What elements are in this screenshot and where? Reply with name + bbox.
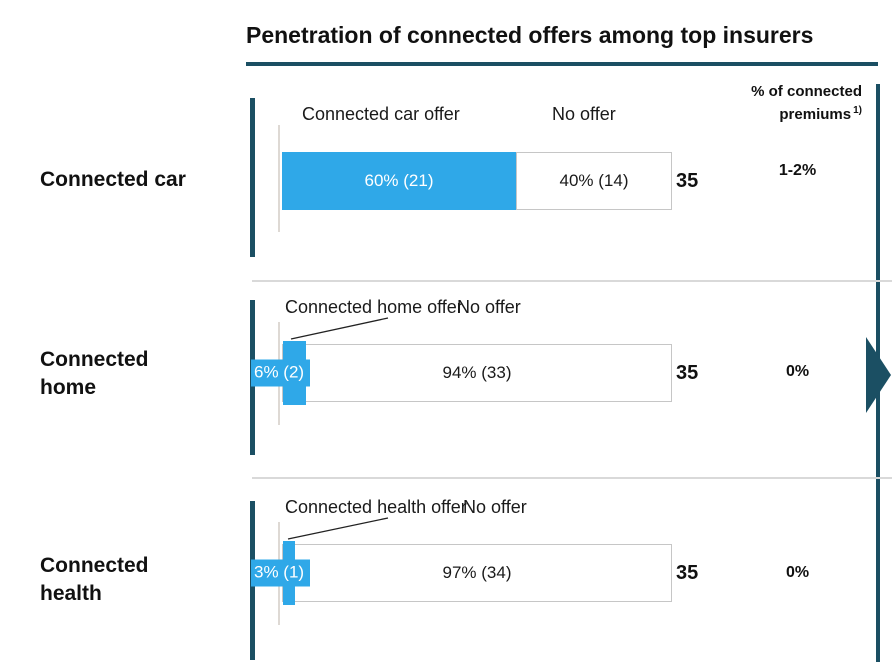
- premiums-header-line2: premiums: [779, 106, 852, 123]
- section-accent-bar-car: [250, 98, 255, 257]
- row-total-home: 35: [676, 362, 699, 384]
- premium-value-home: 0%: [785, 363, 810, 380]
- legend-no-offer-home: No offer: [457, 297, 521, 317]
- legend-connected-car-offer: Connected car offer: [302, 104, 460, 124]
- premium-value-car: 1-2%: [778, 162, 817, 179]
- bar-baseline-car: [278, 125, 280, 232]
- premium-value-health: 0%: [785, 564, 810, 581]
- legend-no-offer-car: No offer: [552, 104, 616, 124]
- bar-segment-offer-health-label: 3% (1): [251, 559, 311, 587]
- section-separator: [252, 280, 892, 282]
- legend-no-offer-health: No offer: [463, 497, 527, 517]
- bar-connected-home: 94% (33) 6% (2): [251, 341, 672, 405]
- row-total-car: 35: [676, 170, 699, 192]
- right-arrow-marker: [866, 337, 891, 413]
- row-total-health: 35: [676, 562, 699, 584]
- bar-segment-no-offer-health-label: 97% (34): [442, 563, 512, 582]
- row-label-connected-home: Connected home: [40, 348, 149, 399]
- premiums-column-header: % of connected premiums 1): [688, 82, 862, 124]
- row-label-connected-health: Connected health: [40, 554, 149, 605]
- bar-segment-no-offer-car: 40% (14): [516, 152, 672, 210]
- callout-line-health: [287, 517, 389, 540]
- bar-segment-offer-car-label: 60% (21): [364, 171, 434, 190]
- bar-segment-offer-home-label: 6% (2): [251, 359, 311, 387]
- row-label-connected-car: Connected car: [40, 168, 186, 191]
- section-separator: [252, 477, 892, 479]
- bar-connected-car: 60% (21) 40% (14): [282, 152, 672, 210]
- callout-line-home: [290, 317, 389, 340]
- bar-segment-no-offer-car-label: 40% (14): [559, 171, 629, 190]
- chart-title: Penetration of connected offers among to…: [246, 22, 814, 48]
- footnote-marker: 1): [853, 105, 862, 116]
- bar-connected-health: 97% (34) 3% (1): [251, 541, 672, 605]
- legend-connected-health-offer: Connected health offer: [285, 497, 467, 517]
- title-underline: [246, 62, 878, 66]
- legend-connected-home-offer: Connected home offer: [285, 297, 463, 317]
- bar-segment-offer-car: 60% (21): [282, 152, 516, 210]
- premiums-header-line1: % of connected: [751, 83, 862, 100]
- bar-segment-no-offer-home-label: 94% (33): [442, 363, 512, 382]
